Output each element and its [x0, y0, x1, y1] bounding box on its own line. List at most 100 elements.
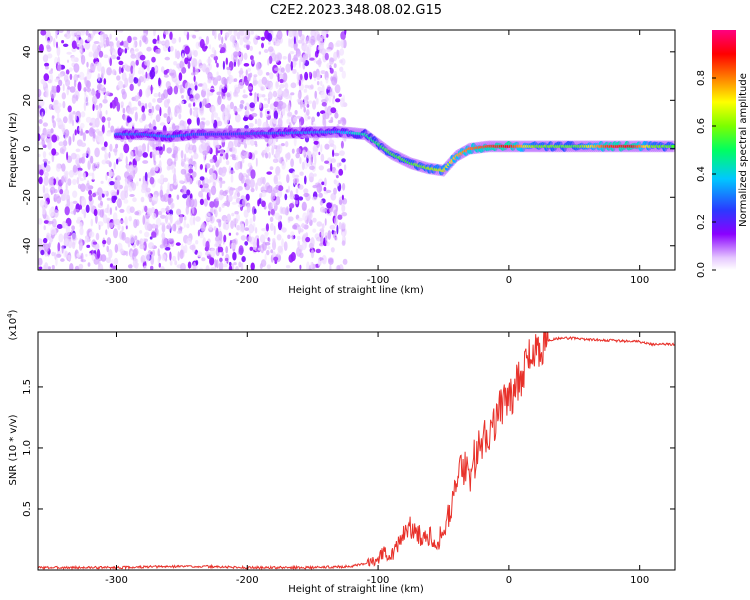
noise-speck — [309, 211, 313, 219]
noise-speck — [303, 106, 307, 113]
noise-speck — [268, 152, 271, 159]
noise-speck — [250, 169, 256, 180]
noise-speck — [305, 236, 311, 243]
noise-speck — [327, 92, 332, 97]
noise-speck — [313, 140, 319, 145]
noise-speck — [292, 171, 295, 179]
noise-speck — [239, 67, 244, 76]
noise-speck — [60, 258, 65, 262]
noise-speck — [96, 249, 101, 259]
noise-speck — [87, 68, 90, 75]
noise-speck — [80, 122, 85, 129]
noise-speck — [218, 219, 222, 228]
noise-speck — [129, 234, 135, 244]
noise-speck — [130, 53, 137, 59]
noise-speck — [133, 248, 139, 257]
noise-speck — [221, 180, 226, 184]
noise-speck — [51, 134, 58, 143]
noise-speck — [144, 231, 150, 238]
noise-speck — [213, 226, 217, 231]
noise-speck — [160, 207, 166, 213]
noise-speck — [208, 189, 212, 198]
x-tick-label: -300 — [105, 575, 128, 586]
noise-speck — [106, 117, 112, 122]
noise-speck — [201, 117, 206, 121]
noise-speck — [51, 148, 57, 156]
noise-speck — [183, 153, 187, 163]
noise-speck — [202, 82, 208, 92]
noise-speck — [43, 200, 48, 209]
noise-speck — [188, 168, 194, 174]
noise-speck — [265, 72, 270, 76]
noise-speck — [189, 197, 195, 208]
noise-speck — [48, 177, 54, 186]
noise-speck — [134, 235, 138, 241]
noise-speck — [224, 257, 229, 262]
noise-speck — [109, 207, 112, 216]
noise-speck — [144, 103, 148, 109]
noise-speck — [53, 209, 59, 218]
noise-speck — [289, 193, 295, 200]
noise-speck — [255, 62, 261, 71]
noise-speck — [340, 140, 344, 149]
noise-speck — [72, 164, 78, 173]
noise-speck — [144, 252, 150, 263]
noise-speck — [129, 206, 135, 213]
noise-speck — [148, 242, 155, 250]
noise-speck — [195, 240, 199, 245]
noise-speck — [197, 251, 203, 258]
noise-speck — [265, 152, 269, 159]
noise-speck — [296, 115, 302, 119]
noise-speck — [227, 194, 233, 203]
noise-speck — [108, 151, 111, 159]
noise-speck — [166, 113, 171, 123]
noise-speck — [139, 178, 141, 182]
noise-speck — [312, 184, 318, 189]
noise-speck — [90, 117, 97, 125]
noise-speck — [176, 230, 183, 235]
noise-speck — [233, 238, 238, 246]
noise-speck — [205, 120, 211, 126]
noise-speck — [119, 248, 124, 255]
noise-speck — [277, 105, 282, 109]
noise-speck — [273, 256, 279, 262]
noise-speck — [186, 189, 191, 196]
noise-speck — [121, 72, 127, 82]
noise-speck — [79, 30, 85, 36]
noise-speck — [215, 197, 219, 202]
noise-speck — [156, 97, 163, 104]
noise-speck — [90, 155, 94, 164]
noise-speck — [226, 146, 230, 155]
noise-speck — [48, 220, 54, 225]
noise-speck — [341, 194, 344, 201]
noise-speck — [237, 58, 240, 67]
noise-speck — [234, 162, 240, 171]
noise-speck — [59, 189, 64, 195]
y-tick-label: -40 — [22, 238, 33, 254]
noise-speck — [281, 238, 284, 248]
noise-speck — [56, 84, 61, 93]
noise-speck — [325, 33, 329, 38]
noise-speck — [242, 116, 249, 122]
noise-speck — [113, 228, 118, 239]
noise-speck — [50, 89, 56, 99]
noise-speck — [117, 223, 121, 231]
noise-speck — [120, 101, 124, 108]
noise-speck — [340, 222, 346, 230]
noise-speck — [184, 244, 188, 254]
noise-speck — [281, 109, 284, 116]
noise-speck — [220, 47, 226, 53]
noise-speck — [228, 232, 232, 236]
noise-speck — [41, 134, 47, 138]
noise-speck — [72, 190, 78, 198]
noise-speck — [264, 253, 267, 262]
noise-speck — [102, 32, 106, 42]
noise-speck — [215, 60, 218, 64]
noise-speck — [299, 171, 304, 176]
noise-speck — [245, 218, 249, 227]
noise-speck — [270, 222, 274, 232]
noise-speck — [259, 192, 263, 199]
noise-speck — [169, 260, 173, 266]
noise-speck — [224, 218, 230, 223]
noise-speck — [334, 236, 338, 241]
